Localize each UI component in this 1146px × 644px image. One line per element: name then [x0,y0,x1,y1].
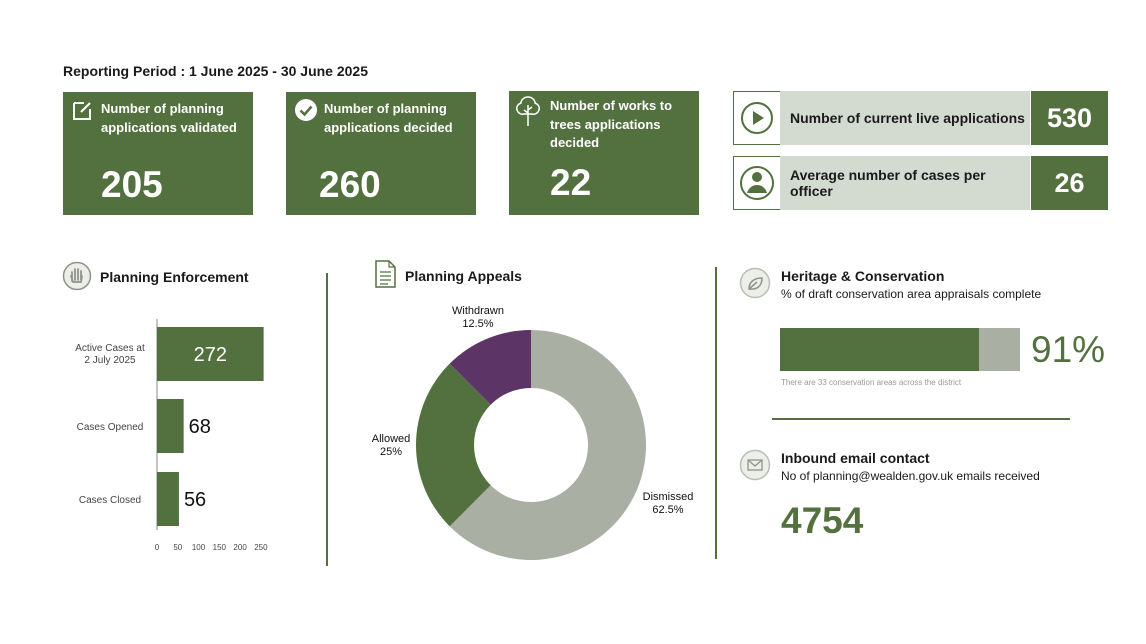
slice-value-label: 62.5% [652,504,683,516]
tick-label: 200 [233,543,247,552]
bar [157,472,179,526]
mail-icon [739,449,771,481]
slice-label: Withdrawn [452,305,504,317]
email-subtitle: No of planning@wealden.gov.uk emails rec… [781,469,1040,483]
leaf-icon [739,267,771,299]
card-value: 260 [319,164,381,205]
heritage-title: Heritage & Conservation [781,268,945,284]
donut-slice [449,330,531,405]
appeals-title: Planning Appeals [405,268,522,284]
validated-card: Number of planning applications validate… [63,92,253,215]
card-value: 205 [101,164,163,205]
card-label: Number of planning applications validate… [101,101,237,135]
heritage-percent: 91% [1031,329,1106,370]
category-label: Cases Closed [79,495,141,506]
document-icon [375,260,396,288]
kpi-value: 530 [1031,91,1108,145]
edit-icon [73,102,91,120]
enforcement-title: Planning Enforcement [100,269,249,285]
heritage-note: There are 33 conservation areas across t… [781,378,962,387]
card-label: Number of planning applications decided [324,101,453,135]
live-applications-kpi: Number of current live applications 530 [733,91,1108,145]
slice-value-label: 25% [380,446,402,458]
kpi-icon-box [733,91,781,145]
bar [157,327,264,381]
slice-label: Allowed [372,433,411,445]
card-value: 22 [550,162,592,203]
decided-card: Number of planning applications decided … [286,92,476,215]
tick-label: 100 [192,543,206,552]
card-label: Number of works to trees applications de… [550,98,673,150]
tick-label: 0 [155,543,160,552]
donut-slice [449,330,646,560]
play-icon [741,102,773,134]
kpi-label: Average number of cases per officer [780,156,1030,210]
donut-slice [416,363,491,527]
heritage-subtitle: % of draft conservation area appraisals … [781,287,1042,301]
divider [715,267,717,559]
trees-card: Number of works to trees applications de… [509,91,699,215]
kpi-icon-box [733,156,781,210]
category-label: Active Cases at 2 July 2025 [75,343,145,366]
slice-value-label: 12.5% [462,318,493,330]
value-label: 68 [189,416,211,438]
heritage-progress-fill [780,328,979,371]
email-title: Inbound email contact [781,450,930,466]
slice-label: Dismissed [643,491,694,503]
reporting-period: Reporting Period : 1 June 2025 - 30 June… [63,63,368,79]
bar [157,399,184,453]
divider [326,273,328,566]
tick-label: 150 [213,543,227,552]
value-label: 56 [184,489,206,511]
heritage-progress-track [780,328,1020,371]
user-icon [740,166,774,200]
category-label: Cases Opened [77,422,144,433]
divider [772,418,1070,420]
tree-icon [516,96,540,126]
kpi-label: Number of current live applications [780,91,1030,145]
cases-per-officer-kpi: Average number of cases per officer 26 [733,156,1108,210]
tick-label: 250 [254,543,268,552]
check-circle-icon [295,99,317,121]
kpi-value: 26 [1031,156,1108,210]
tick-label: 50 [173,543,182,552]
value-label: 272 [194,344,227,366]
email-value: 4754 [781,500,864,541]
hand-icon [62,261,92,291]
enforcement-bar-chart: Active Cases at 2 July 2025 272 Cases Opene… [75,319,268,552]
